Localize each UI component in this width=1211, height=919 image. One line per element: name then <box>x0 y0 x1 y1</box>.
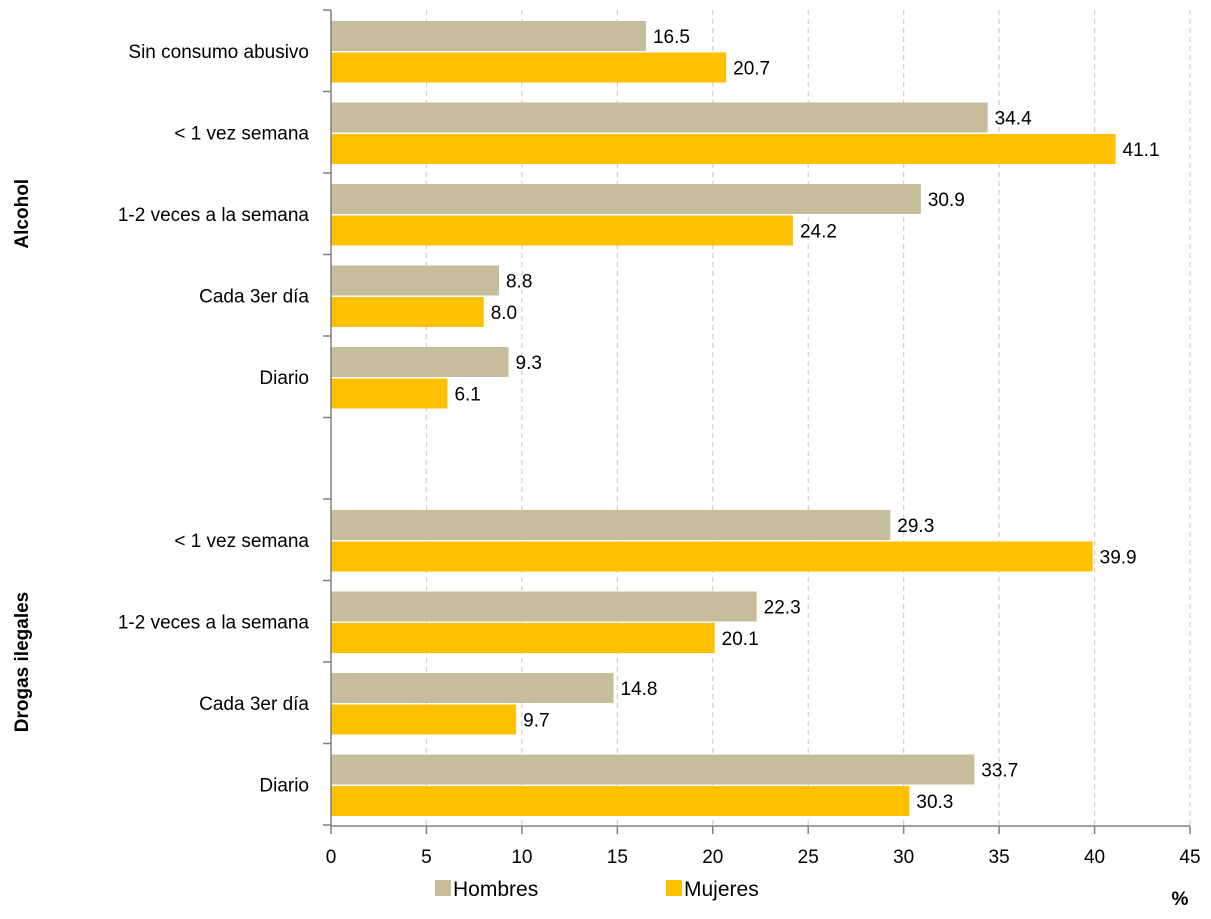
legend-label: Hombres <box>453 878 538 901</box>
group-label: Drogas ilegales <box>12 592 33 732</box>
bar-hombres <box>331 21 646 51</box>
x-tick-label: 25 <box>798 847 819 868</box>
legend-swatch-hombres <box>435 880 451 896</box>
category-label: Cada 3er día <box>199 694 309 715</box>
bar-hombres <box>331 591 757 622</box>
x-axis-unit-label: % <box>1172 889 1189 910</box>
legend-label: Mujeres <box>684 878 759 901</box>
x-tick-label: 30 <box>893 847 914 868</box>
bar-mujeres <box>331 541 1093 572</box>
data-label: 20.1 <box>722 629 759 650</box>
x-tick-label: 40 <box>1084 847 1105 868</box>
data-label: 33.7 <box>981 761 1018 782</box>
category-label: < 1 vez semana <box>174 531 309 552</box>
data-label: 29.3 <box>897 516 934 537</box>
x-tick-label: 45 <box>1179 847 1200 868</box>
bar-hombres <box>331 673 614 703</box>
data-label: 41.1 <box>1123 140 1160 161</box>
category-label: Diario <box>259 775 309 796</box>
category-label: Cada 3er día <box>199 286 309 307</box>
category-label: 1-2 veces a la semana <box>118 612 310 633</box>
x-tick-label: 15 <box>607 847 628 868</box>
x-tick-label: 35 <box>989 847 1010 868</box>
category-label: Diario <box>259 368 309 389</box>
data-label: 20.7 <box>733 59 770 80</box>
category-label: 1-2 veces a la semana <box>118 205 310 226</box>
data-label: 6.1 <box>454 385 480 406</box>
bars <box>331 21 1116 816</box>
data-label: 9.3 <box>516 353 542 374</box>
bar-mujeres <box>331 215 793 246</box>
bar-mujeres <box>331 134 1116 164</box>
category-label: < 1 vez semana <box>174 123 309 144</box>
bar-hombres <box>331 184 921 214</box>
data-label: 8.0 <box>491 303 517 324</box>
data-label: 8.8 <box>506 272 532 293</box>
x-tick-label: 20 <box>702 847 723 868</box>
labels: 16.5 20.7 Sin consumo abusivo 34.4 41.1 < 1 v… <box>12 27 1160 813</box>
data-label: 30.9 <box>928 190 965 211</box>
bar-hombres <box>331 265 499 296</box>
bar-mujeres <box>331 52 727 83</box>
bar-hombres <box>331 102 988 133</box>
category-label: Sin consumo abusivo <box>128 42 309 63</box>
bar-hombres <box>331 510 891 540</box>
legend-swatch-mujeres <box>666 880 682 896</box>
bar-mujeres <box>331 378 448 409</box>
data-label: 34.4 <box>995 109 1032 130</box>
bar-hombres <box>331 347 509 377</box>
x-tick-label: 5 <box>421 847 432 868</box>
bar-mujeres <box>331 297 484 327</box>
bar-mujeres <box>331 786 910 816</box>
data-label: 39.9 <box>1100 548 1137 569</box>
data-label: 30.3 <box>916 792 953 813</box>
data-label: 24.2 <box>800 222 837 243</box>
data-label: 16.5 <box>653 27 690 48</box>
axes: 0 5 10 15 20 25 30 35 40 45% <box>323 9 1201 910</box>
x-tick-label: 10 <box>511 847 532 868</box>
bar-hombres <box>331 754 975 785</box>
data-label: 9.7 <box>523 711 549 732</box>
legend: Hombres Mujeres <box>435 878 759 901</box>
bar-mujeres <box>331 623 715 653</box>
x-tick-label: 0 <box>326 847 337 868</box>
bar-mujeres <box>331 704 517 735</box>
data-label: 22.3 <box>764 598 801 619</box>
group-label: Alcohol <box>12 179 33 249</box>
data-label: 14.8 <box>621 679 658 700</box>
